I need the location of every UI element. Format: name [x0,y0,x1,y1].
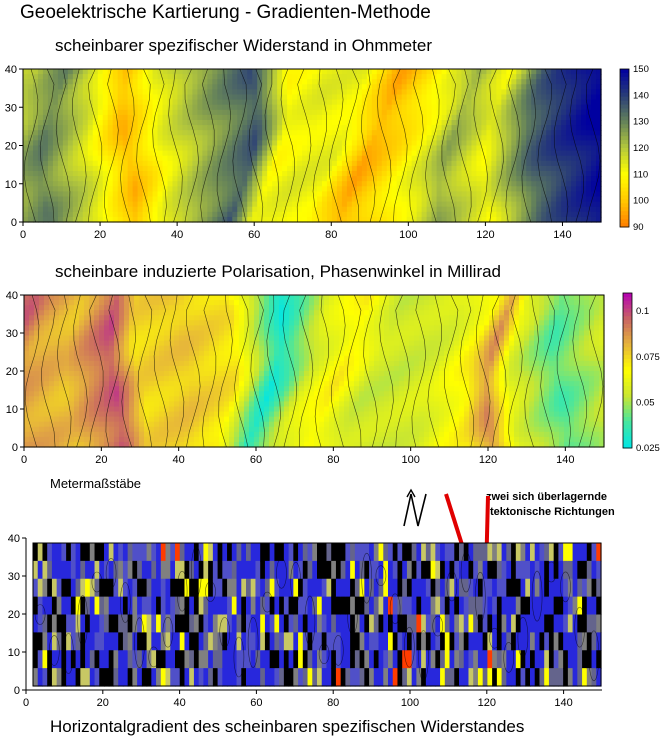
chart-1-colorbar-label: 140 [633,90,649,101]
chart-2-x-tick-label: 100 [401,454,419,466]
chart-2-x-tick-label: 0 [21,454,27,466]
chart-3-x-tick-label: 100 [401,697,419,709]
chart-2-y-tick-label: 20 [6,366,18,378]
chart-1-colorbar-label: 110 [633,169,648,180]
chart-3-y-tick-label: 40 [8,533,20,545]
chart-2-y-tick-label: 0 [12,442,18,454]
chart-1-x-tick-label: 40 [171,229,183,241]
chart-3-plot: 0 20 40 60 80 100 120 140 0 10 20 30 40 [8,533,602,709]
chart-3-x-tick-label: 120 [478,697,496,709]
annotation-line-1: zwei sich überlagernde [486,491,608,503]
chart-2-colorbar-label: 0.1 [636,306,649,317]
chart-3-y-tick-label: 0 [14,685,20,697]
chart-2-colorbar: 0.1 0.075 0.05 0.025 [622,292,660,454]
chart-2-x-tick-label: 80 [327,454,339,466]
chart-1-x-tick-label: 100 [399,229,417,241]
chart-caption-gradient: Horizontalgradient des scheinbaren spezi… [50,717,525,736]
chart-1-colorbar: 150 140 130 120 110 100 90 [619,64,649,233]
chart-3-y-tick-label: 10 [8,647,20,659]
chart-2-y-tick-label: 10 [6,404,18,416]
chart-3-contour-lines [34,546,600,682]
chart-1-colorbar-label: 130 [633,117,649,128]
page-title: Geoelektrische Kartierung - Gradienten-M… [20,2,431,23]
scale-label: Metermaßstäbe [50,476,142,491]
chart-3-x-tick-label: 140 [554,697,572,709]
chart-2-colorbar-label: 0.025 [636,443,660,454]
chart-1-y-tick-label: 20 [5,141,17,153]
chart-1-colorbar-label: 150 [633,64,649,75]
chart-1-x-tick-label: 0 [20,229,26,241]
chart-3-x-tick-label: 0 [23,697,29,709]
chart-1-x-tick-label: 120 [476,229,494,241]
chart-1-x-tick-label: 140 [553,229,571,241]
chart-3-y-tick-label: 20 [8,609,20,621]
chart-2-x-tick-label: 120 [479,454,497,466]
chart-1-contour-lines [23,68,601,223]
north-arrow-icon [403,488,427,527]
chart-title-resistivity: scheinbarer spezifischer Widerstand in O… [55,36,432,55]
chart-2-colorbar-label: 0.075 [636,352,660,363]
chart-1-x-tick-label: 20 [94,229,106,241]
chart-2-colorbar-label: 0.05 [636,397,655,408]
chart-2-contour-lines [24,294,604,448]
chart-1-colorbar-label: 120 [633,143,649,154]
chart-1-y-tick-label: 30 [5,102,17,114]
chart-2-x-tick-label: 60 [250,454,262,466]
chart-2-y-tick-label: 40 [6,290,18,302]
chart-1-x-tick-label: 80 [325,229,337,241]
annotation-line-2: tektonische Richtungen [490,506,615,518]
chart-1-y-tick-label: 10 [5,179,17,191]
chart-3-x-tick-label: 20 [97,697,109,709]
chart-2-x-tick-label: 20 [95,454,107,466]
chart-1-x-tick-label: 60 [248,229,260,241]
chart-1-y-tick-label: 0 [11,217,17,229]
chart-1-colorbar-label: 100 [633,196,649,207]
chart-title-polarisation: scheinbare induzierte Polarisation, Phas… [55,262,502,281]
chart-3-x-tick-label: 60 [250,697,262,709]
chart-3-y-tick-label: 30 [8,571,20,583]
chart-2-x-tick-label: 40 [173,454,185,466]
chart-1-y-tick-label: 40 [5,64,17,76]
chart-3-x-tick-label: 80 [327,697,339,709]
chart-2-y-tick-label: 30 [6,328,18,340]
chart-3-x-tick-label: 40 [173,697,185,709]
chart-1-colorbar-label: 90 [633,222,644,233]
chart-2-x-tick-label: 140 [556,454,574,466]
chart-2-plot: 0 20 40 60 80 100 120 1400102030400.10.0750.050… [6,290,660,466]
